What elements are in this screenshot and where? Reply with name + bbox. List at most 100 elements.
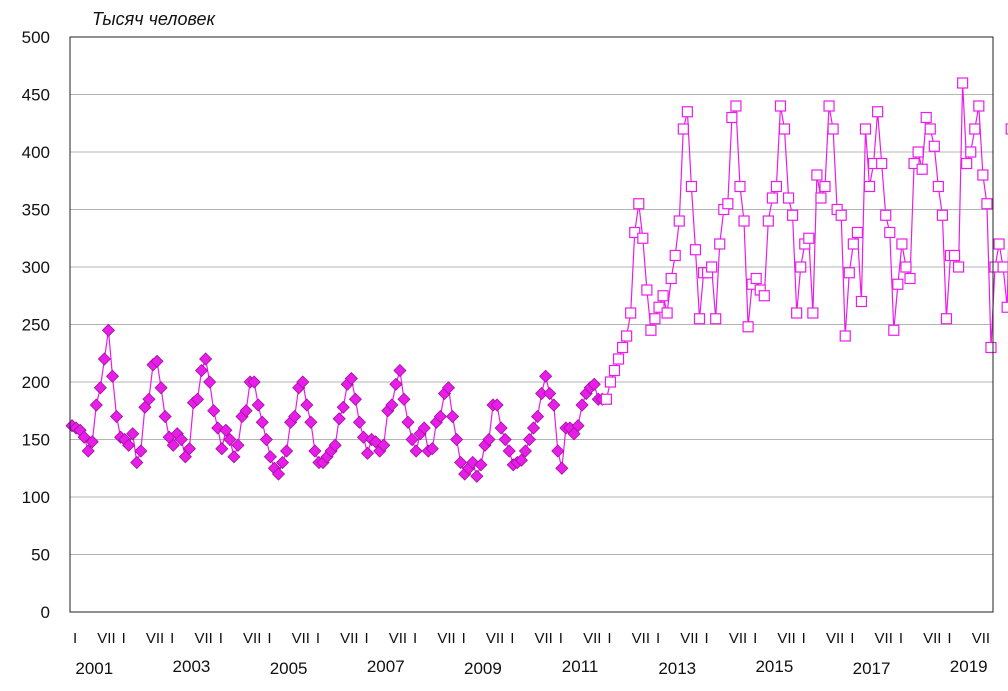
data-point xyxy=(203,375,217,389)
x-year-label: 2009 xyxy=(464,659,502,678)
data-point xyxy=(977,169,989,181)
data-point xyxy=(425,442,439,456)
x-year-label: 2017 xyxy=(853,659,891,678)
data-point xyxy=(876,157,888,170)
data-point xyxy=(397,392,411,406)
data-point xyxy=(454,455,468,470)
x-period-label: VII xyxy=(632,630,650,647)
x-period-label: VII xyxy=(535,630,553,647)
x-period-label: VII xyxy=(826,630,844,647)
data-point xyxy=(948,249,961,262)
data-point xyxy=(328,438,342,452)
data-point xyxy=(494,421,508,435)
x-period-label: I xyxy=(656,630,660,647)
data-point xyxy=(782,192,795,204)
y-tick-label: 500 xyxy=(22,28,50,47)
data-point xyxy=(681,106,693,118)
data-point xyxy=(762,215,774,227)
data-point xyxy=(859,123,872,135)
grid-lines xyxy=(70,94,993,555)
data-point xyxy=(195,363,209,378)
data-point xyxy=(673,215,685,227)
data-point xyxy=(633,198,645,210)
data-point xyxy=(973,100,985,112)
data-point xyxy=(722,198,734,210)
x-period-label: VII xyxy=(875,630,893,647)
x-period-label: VII xyxy=(583,630,601,647)
x-period-label: VII xyxy=(194,630,212,647)
data-point xyxy=(352,415,367,429)
data-point xyxy=(827,123,839,135)
data-point xyxy=(77,430,91,444)
data-point xyxy=(803,232,815,244)
data-point xyxy=(405,432,419,447)
data-point xyxy=(85,435,99,449)
data-point xyxy=(470,469,484,483)
data-point xyxy=(401,415,415,429)
data-point xyxy=(734,180,746,193)
data-point xyxy=(271,467,286,481)
data-point xyxy=(263,450,277,464)
data-point xyxy=(109,409,124,424)
data-point xyxy=(514,453,528,467)
series-1 xyxy=(65,323,609,483)
data-point xyxy=(661,307,673,319)
data-point xyxy=(518,444,532,458)
data-point xyxy=(531,409,545,424)
data-point xyxy=(174,432,188,447)
x-period-label: I xyxy=(462,630,466,647)
x-year-label: 2011 xyxy=(562,657,599,676)
data-point xyxy=(336,400,350,414)
x-period-label: I xyxy=(559,630,563,647)
data-point xyxy=(450,432,464,447)
x-year-label: 2005 xyxy=(270,659,308,678)
data-point xyxy=(689,244,702,256)
data-point xyxy=(738,215,750,227)
y-tick-label: 300 xyxy=(22,258,50,277)
data-point xyxy=(795,261,807,273)
data-point xyxy=(551,444,565,458)
data-point xyxy=(819,180,831,193)
data-point xyxy=(621,330,633,342)
x-period-label: VII xyxy=(340,630,358,647)
data-point xyxy=(932,180,944,193)
data-point xyxy=(969,123,981,135)
data-point xyxy=(888,324,900,336)
data-point xyxy=(304,415,318,429)
data-point xyxy=(332,412,346,426)
y-tick-label: 350 xyxy=(22,201,50,220)
data-point xyxy=(1001,301,1008,313)
data-point xyxy=(1005,123,1008,135)
x-period-label: I xyxy=(316,630,320,647)
data-point xyxy=(851,226,863,239)
data-point xyxy=(101,323,116,337)
data-point xyxy=(433,409,447,424)
data-point xyxy=(600,393,612,405)
x-period-label: VII xyxy=(486,630,504,647)
data-point xyxy=(884,226,896,239)
data-point xyxy=(645,324,657,336)
data-point xyxy=(965,146,977,158)
x-period-label: VII xyxy=(389,630,407,647)
x-year-label: 2001 xyxy=(75,659,113,678)
data-point xyxy=(231,438,245,452)
data-point xyxy=(685,180,698,193)
x-year-label: 2019 xyxy=(950,657,988,676)
data-point xyxy=(251,398,265,412)
data-point xyxy=(908,157,920,170)
data-point xyxy=(835,209,847,221)
x-year-label: 2003 xyxy=(173,657,211,676)
data-point xyxy=(706,261,718,273)
data-point xyxy=(912,146,924,158)
x-period-label: VII xyxy=(437,630,455,647)
x-period-label: I xyxy=(705,630,709,647)
data-point xyxy=(275,455,290,470)
data-point xyxy=(409,444,423,458)
x-period-label: VII xyxy=(923,630,941,647)
data-point xyxy=(223,432,237,447)
data-point xyxy=(880,209,892,221)
data-point xyxy=(207,404,221,418)
y-tick-label: 400 xyxy=(22,143,50,162)
data-point xyxy=(916,163,928,175)
